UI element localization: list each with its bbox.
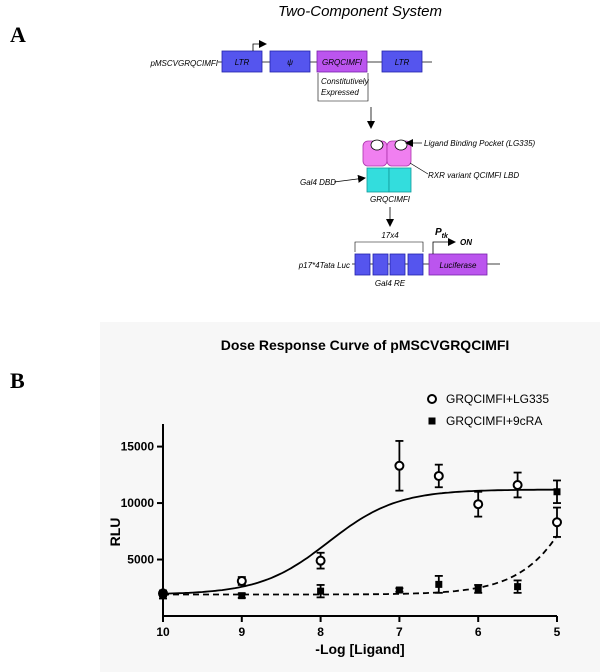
- rxr-label: RXR variant QCIMFI LBD: [428, 171, 519, 180]
- data-point-square: [553, 488, 561, 496]
- panel-a-schematic: Two-Component System pMSCVGRQCIMFI LTR ψ…: [149, 3, 535, 288]
- on-label: ON: [460, 238, 472, 247]
- gal4-dbd-pointer: [333, 174, 366, 183]
- panel-b-letter: B: [10, 368, 25, 393]
- data-point-square: [159, 591, 167, 599]
- luciferase-label: Luciferase: [440, 261, 477, 270]
- panel-a-letter: A: [10, 22, 26, 47]
- chart-axes: 10 9 8 7 6 5 5000 10000 15000: [121, 424, 561, 639]
- x-tick-label: 5: [554, 625, 561, 639]
- data-point-circle: [512, 479, 523, 490]
- gal4-re-box-4: [407, 253, 424, 276]
- chart-title: Dose Response Curve of pMSCVGRQCIMFI: [221, 337, 510, 353]
- dbd-block-right: [388, 167, 412, 193]
- ltr-left-label: LTR: [235, 58, 250, 67]
- ligand-pocket-left: [370, 139, 384, 151]
- vector-name: pMSCVGRQCIMFI: [149, 59, 218, 68]
- ltr-right-label: LTR: [395, 58, 410, 67]
- ltr-left-box: [221, 50, 263, 73]
- gal4-re-box-2: [372, 253, 389, 276]
- expression-bracket: [317, 73, 369, 102]
- luciferase-box: [428, 253, 488, 276]
- data-point-circle: [433, 470, 444, 481]
- gal4-re-box-3: [389, 253, 406, 276]
- chart-legend: GRQCIMFI+LG335 GRQCIMFI+9cRA: [427, 392, 549, 428]
- gal4-re-box-1: [354, 253, 371, 276]
- legend-marker-square: [428, 417, 436, 425]
- x-tick-label: 10: [156, 625, 170, 639]
- chart-points: [158, 440, 562, 600]
- promoter-label: Ptk: [435, 227, 449, 240]
- gal4-dbd-label: Gal4 DBD: [300, 178, 336, 187]
- x-axis-label: -Log [Ligand]: [315, 641, 404, 657]
- fit-curve-1: [162, 488, 558, 595]
- expression-note-line1: Constitutively: [321, 77, 370, 86]
- legend-label: GRQCIMFI+LG335: [446, 392, 549, 406]
- chart: Dose Response Curve of pMSCVGRQCIMFI 10 9…: [107, 337, 562, 657]
- data-point-square: [474, 585, 482, 593]
- tk-promoter-arrow: [432, 238, 456, 254]
- data-point-circle: [394, 460, 405, 471]
- data-point-circle: [236, 575, 247, 586]
- ltr-right-box: [381, 50, 423, 73]
- y-tick-label: 15000: [121, 440, 155, 454]
- gal4-re-label: Gal4 RE: [375, 279, 406, 288]
- chart-fit-curves: [162, 488, 558, 596]
- x-tick-label: 6: [475, 625, 482, 639]
- gene-box: [316, 50, 368, 73]
- ligand-pocket-label: Ligand Binding Pocket (LG335): [424, 139, 536, 148]
- x-tick-label: 8: [317, 625, 324, 639]
- data-point-square: [514, 583, 522, 591]
- data-point-square: [395, 586, 403, 594]
- promoter-arrow: [252, 40, 267, 51]
- repeat-bracket: [354, 241, 424, 252]
- data-point-circle: [473, 499, 484, 510]
- y-axis-label: RLU: [107, 518, 123, 547]
- psi-box: [269, 50, 311, 73]
- x-tick-label: 9: [238, 625, 245, 639]
- dbd-block-left: [366, 167, 390, 193]
- legend-label: GRQCIMFI+9cRA: [446, 414, 542, 428]
- data-point-square: [317, 587, 325, 595]
- ligand-pocket-right: [394, 139, 408, 151]
- data-point-square: [238, 592, 246, 600]
- data-point-circle: [315, 555, 326, 566]
- panel-a-title: Two-Component System: [278, 3, 442, 20]
- expression-note-line2: Expressed: [321, 88, 359, 97]
- protein-name: GRQCIMFI: [370, 195, 411, 204]
- rxr-pointer: [409, 162, 429, 175]
- x-tick-label: 7: [396, 625, 403, 639]
- reporter-name: p17*4Tata Luc: [298, 261, 350, 270]
- gene-label: GRQCIMFI: [322, 58, 363, 67]
- data-point-circle: [552, 517, 562, 528]
- repeat-label: 17x4: [381, 231, 399, 240]
- fit-curve-2: [163, 535, 558, 596]
- psi-label: ψ: [287, 58, 293, 67]
- data-point-square: [435, 580, 443, 588]
- legend-marker-circle: [427, 394, 437, 404]
- y-tick-label: 10000: [121, 496, 155, 510]
- y-tick-label: 5000: [127, 553, 154, 567]
